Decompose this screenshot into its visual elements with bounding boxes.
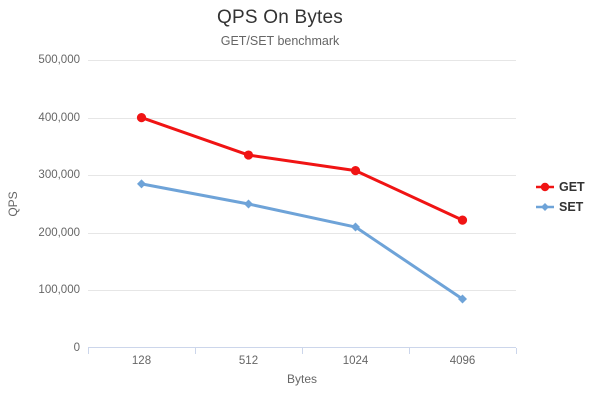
x-tick-label: 1024 <box>342 355 369 367</box>
legend-label: SET <box>559 200 584 214</box>
gridline <box>88 175 516 177</box>
set-data-point[interactable] <box>244 199 253 209</box>
gridline <box>88 290 516 292</box>
y-tick-label: 0 <box>73 342 80 354</box>
set-data-point[interactable] <box>351 222 360 232</box>
get-data-point[interactable] <box>243 150 254 160</box>
legend: GET SET <box>536 177 585 217</box>
get-data-point[interactable] <box>136 113 147 123</box>
set-data-point[interactable] <box>137 179 146 189</box>
diamond-marker-icon <box>536 203 554 211</box>
x-axis-line <box>88 347 516 348</box>
x-tick-mark <box>409 348 410 354</box>
gridline <box>88 117 516 119</box>
legend-label: GET <box>559 180 585 194</box>
series-layer <box>136 113 468 304</box>
chart-subtitle: GET/SET benchmark <box>220 34 340 48</box>
y-tick-label: 300,000 <box>38 169 80 182</box>
gridline <box>88 232 516 234</box>
legend-item-get[interactable]: GET <box>536 177 585 197</box>
set-series-line[interactable] <box>140 182 464 301</box>
x-tick-label: 512 <box>238 355 259 367</box>
chart-title: QPS On Bytes <box>217 7 343 28</box>
get-data-point[interactable] <box>457 215 468 225</box>
set-data-point[interactable] <box>458 294 467 304</box>
x-tick-mark <box>195 348 196 354</box>
y-tick-label: 500,000 <box>38 54 80 66</box>
y-tick-label: 100,000 <box>38 284 80 297</box>
x-tick-label: 128 <box>131 355 152 367</box>
get-series-line[interactable] <box>140 116 464 222</box>
gridline <box>88 60 516 61</box>
plot-area <box>88 60 517 354</box>
x-tick-label: 4096 <box>449 355 476 367</box>
x-tick-mark <box>88 348 89 354</box>
circle-marker-icon <box>536 182 554 192</box>
legend-item-set[interactable]: SET <box>536 197 585 217</box>
x-tick-mark <box>302 348 303 354</box>
x-tick-mark <box>516 348 517 354</box>
x-axis-title: Bytes <box>286 372 317 386</box>
y-tick-label: 200,000 <box>38 226 80 239</box>
y-tick-label: 400,000 <box>38 111 80 124</box>
get-data-point[interactable] <box>350 165 361 176</box>
